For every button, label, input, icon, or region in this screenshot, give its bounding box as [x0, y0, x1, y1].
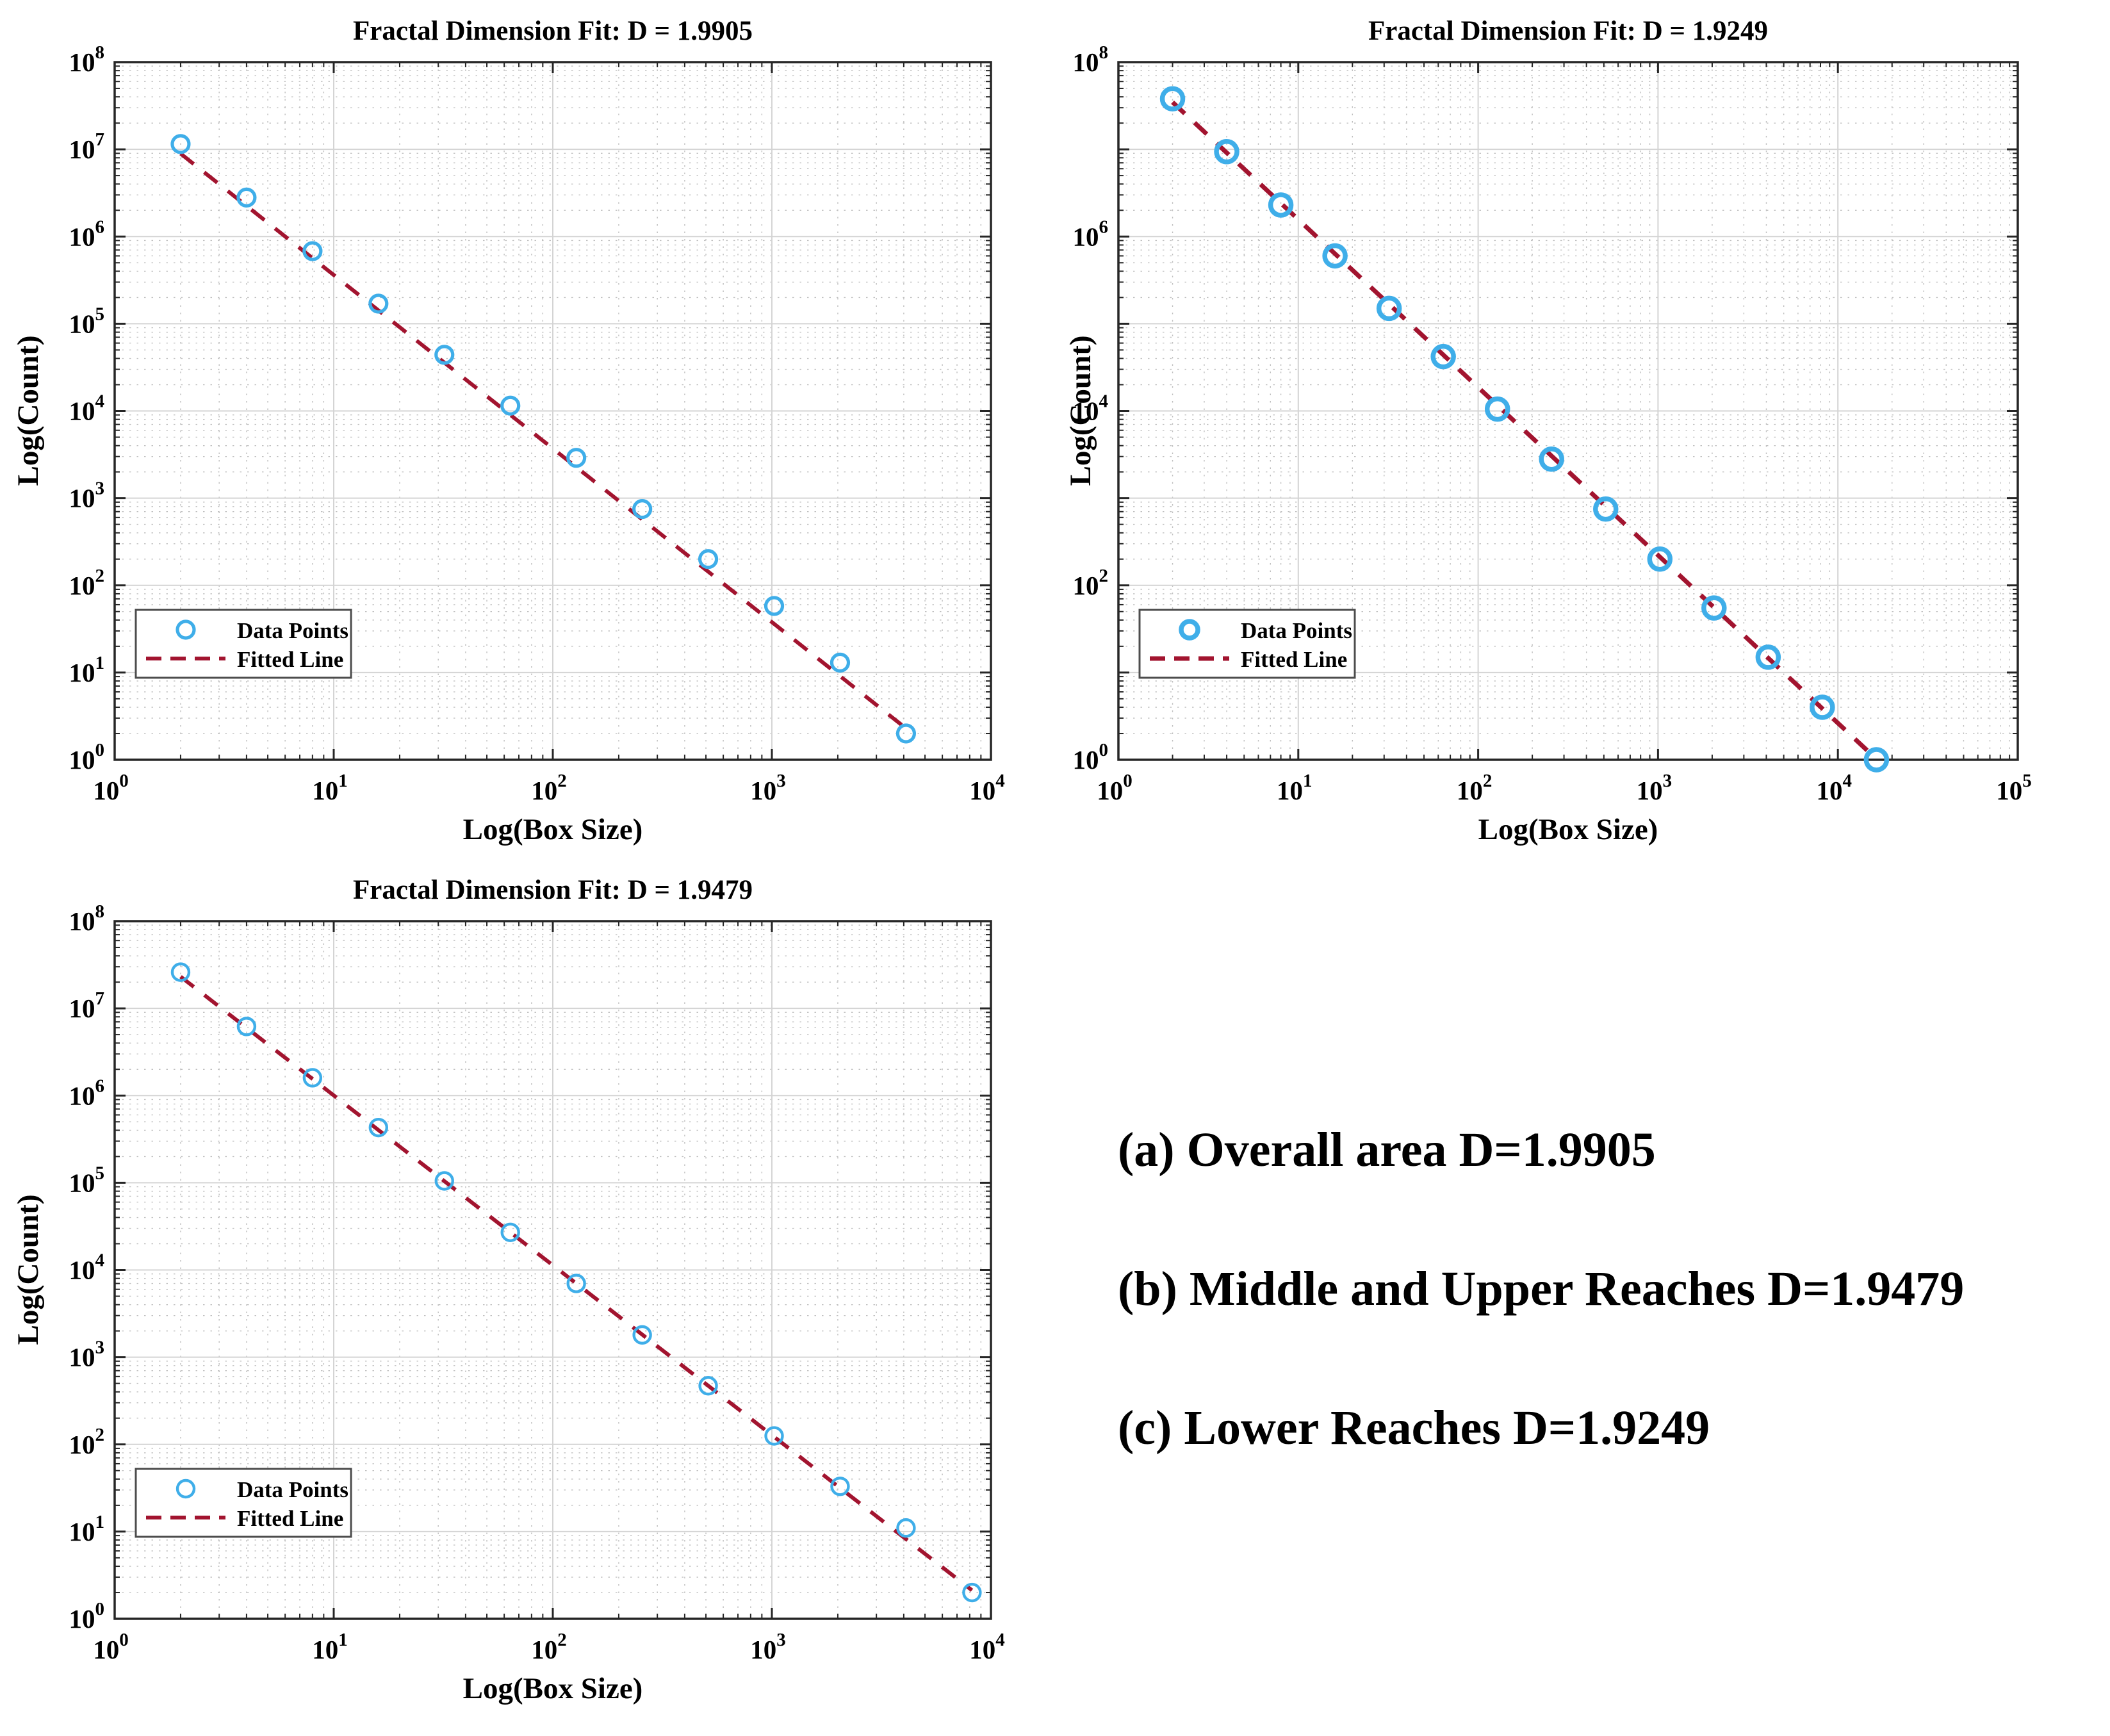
- svg-text:Fitted Line: Fitted Line: [237, 1506, 343, 1531]
- plot-lower-reaches-canvas: 100 101 102 103 104 105 100 102 104 106 108 Data Po…: [1073, 42, 2032, 805]
- svg-text:101: 101: [312, 771, 348, 805]
- svg-text:Data Points: Data Points: [237, 618, 348, 643]
- y-axis-label: Log(Count): [1064, 335, 1097, 486]
- x-axis-label: Log(Box Size): [462, 813, 643, 846]
- svg-text:Fitted Line: Fitted Line: [237, 647, 343, 672]
- svg-text:Data Points: Data Points: [1241, 618, 1352, 643]
- x-axis-label: Log(Box Size): [1478, 813, 1658, 846]
- svg-text:106: 106: [1073, 217, 1109, 251]
- svg-text:102: 102: [1457, 771, 1493, 805]
- svg-text:Data Points: Data Points: [237, 1477, 348, 1502]
- svg-text:104: 104: [69, 1250, 105, 1285]
- plot-middle-upper-reaches: 100 101 102 103 104 100 101 102 103 104 105 106 107 1…: [0, 859, 1055, 1727]
- caption-overall-area: (a) Overall area D=1.9905: [1118, 1123, 1656, 1177]
- caption-middle-upper-reaches: (b) Middle and Upper Reaches D=1.9479: [1118, 1262, 1965, 1316]
- svg-text:102: 102: [531, 771, 567, 805]
- svg-text:103: 103: [1637, 771, 1672, 805]
- svg-text:100: 100: [1073, 740, 1109, 774]
- y-axis-label: Log(Count): [12, 335, 45, 486]
- svg-text:101: 101: [1277, 771, 1313, 805]
- plot-middle-upper-reaches-canvas: 100 101 102 103 104 100 101 102 103 104 105 106 107 1…: [69, 901, 1005, 1664]
- svg-text:105: 105: [1996, 771, 2032, 805]
- svg-text:103: 103: [750, 771, 786, 805]
- svg-text:100: 100: [69, 740, 105, 774]
- plot-title: Fractal Dimension Fit: D = 1.9249: [1368, 16, 1769, 46]
- svg-text:100: 100: [1097, 771, 1133, 805]
- plot-lower-reaches: 100 101 102 103 104 105 100 102 104 106 108 Data Po…: [1055, 0, 2110, 868]
- svg-text:103: 103: [69, 1338, 105, 1372]
- svg-text:100: 100: [93, 1630, 129, 1664]
- svg-text:104: 104: [1816, 771, 1852, 805]
- svg-text:104: 104: [969, 1630, 1005, 1664]
- svg-text:106: 106: [69, 1076, 105, 1110]
- svg-text:101: 101: [69, 1512, 105, 1546]
- svg-text:103: 103: [750, 1630, 786, 1664]
- svg-text:107: 107: [69, 129, 105, 164]
- svg-text:104: 104: [1073, 391, 1109, 426]
- svg-text:100: 100: [69, 1599, 105, 1634]
- svg-text:102: 102: [1073, 566, 1109, 600]
- plot-overall-area: 100 101 102 103 104 100 101 102 103 104 105 106 107 1…: [0, 0, 1055, 868]
- svg-text:Fitted Line: Fitted Line: [1241, 647, 1347, 672]
- caption-lower-reaches: (c) Lower Reaches D=1.9249: [1118, 1401, 1710, 1455]
- svg-text:106: 106: [69, 217, 105, 251]
- plot-title: Fractal Dimension Fit: D = 1.9905: [352, 16, 753, 46]
- plot-overall-area-canvas: 100 101 102 103 104 100 101 102 103 104 105 106 107 1…: [69, 42, 1005, 805]
- svg-text:100: 100: [93, 771, 129, 805]
- y-axis-label: Log(Count): [12, 1194, 45, 1345]
- svg-text:103: 103: [69, 479, 105, 513]
- svg-text:104: 104: [969, 771, 1005, 805]
- svg-text:101: 101: [312, 1630, 348, 1664]
- svg-text:102: 102: [531, 1630, 567, 1664]
- x-axis-label: Log(Box Size): [462, 1672, 643, 1705]
- svg-text:108: 108: [1073, 42, 1109, 77]
- svg-text:102: 102: [69, 1425, 105, 1459]
- svg-text:108: 108: [69, 42, 105, 77]
- plot-title: Fractal Dimension Fit: D = 1.9479: [352, 875, 753, 905]
- svg-text:107: 107: [69, 988, 105, 1023]
- svg-text:101: 101: [69, 653, 105, 687]
- svg-text:104: 104: [69, 391, 105, 426]
- svg-text:105: 105: [69, 304, 105, 338]
- svg-text:108: 108: [69, 901, 105, 936]
- svg-text:102: 102: [69, 566, 105, 600]
- svg-text:105: 105: [69, 1163, 105, 1197]
